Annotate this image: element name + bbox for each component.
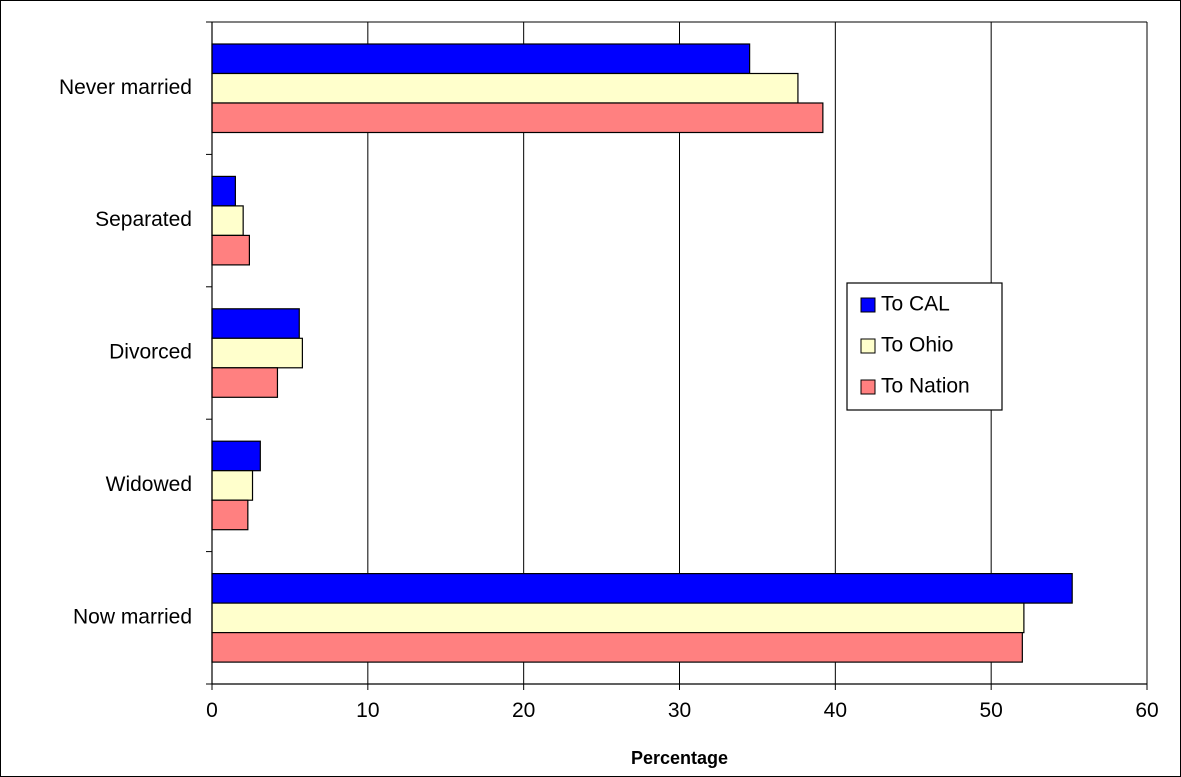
x-tick-label: 40 [824,699,847,722]
bar [211,470,254,501]
legend-swatch [860,338,876,354]
axes [206,21,1148,690]
x-tick-label: 60 [1135,699,1158,722]
category-label: Now married [73,605,192,628]
legend: To CAL To Ohio To Nation [846,282,1003,411]
legend-label: To Ohio [881,334,953,357]
bar [211,337,303,369]
x-tick-labels: 0 10 20 30 40 50 60 [206,699,1159,722]
legend-swatch [860,379,876,395]
bar [211,367,279,398]
legend-label: To CAL [881,293,950,316]
bar [211,234,251,266]
x-tick-label: 20 [512,699,535,722]
bar [211,631,1023,663]
category-labels: Never married Separated Divorced Widowed Now… [59,76,192,629]
bar [211,308,300,339]
category-label: Widowed [106,473,192,496]
x-tick-label: 50 [979,699,1002,722]
bar [211,175,236,207]
bars [211,43,1073,663]
legend-swatch [860,297,876,313]
category-label: Separated [95,208,192,231]
x-tick-label: 0 [206,699,218,722]
bar [211,43,751,75]
category-label: Divorced [109,341,192,364]
bar [211,572,1073,604]
legend-label: To Nation [881,375,970,398]
bar [211,499,249,531]
bar [211,602,1025,634]
bar [211,102,824,134]
x-tick-label: 30 [668,699,691,722]
bar [211,440,261,472]
bar [211,72,799,104]
x-tick-label: 10 [356,699,379,722]
category-label: Never married [59,76,192,99]
x-axis-title: Percentage [631,748,728,768]
bar [211,205,244,236]
